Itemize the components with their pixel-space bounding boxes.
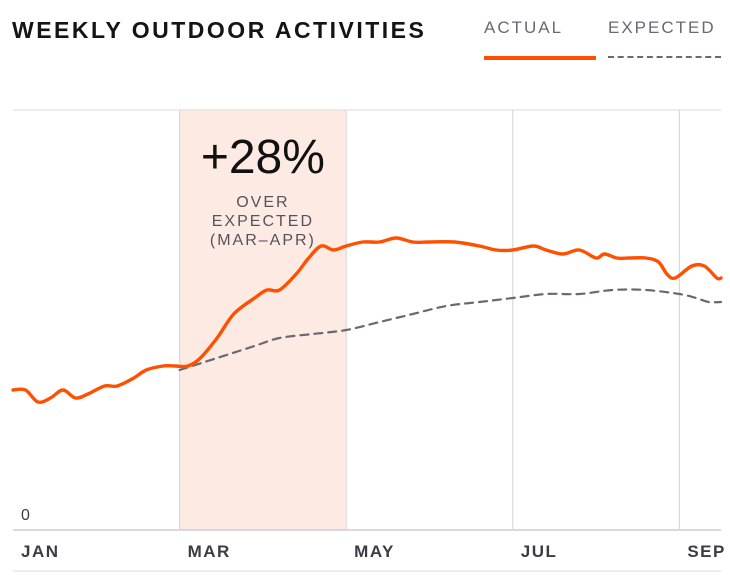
highlight-band <box>179 110 347 530</box>
annotation: +28% OVER EXPECTED (MAR–APR) <box>201 131 325 249</box>
annotation-text-line: EXPECTED <box>212 213 314 230</box>
legend-item-expected: EXPECTED <box>608 18 721 64</box>
x-tick-label: SEP <box>687 542 726 561</box>
annotation-text-line: (MAR–APR) <box>210 232 316 249</box>
annotation-text-line: OVER <box>236 194 289 211</box>
series-line-expected <box>178 288 723 372</box>
x-tick-label: JUL <box>521 542 558 561</box>
x-tick-label: JAN <box>21 542 60 561</box>
legend-swatch-actual <box>484 56 596 60</box>
x-tick-labels: JAN MAR MAY JUL SEP <box>21 542 726 561</box>
x-tick-label: MAR <box>188 542 231 561</box>
legend-label-expected: EXPECTED <box>608 18 716 37</box>
annotation-value: +28% <box>201 131 325 184</box>
legend-swatch-expected <box>608 56 721 58</box>
chart-title: WEEKLY OUTDOOR ACTIVITIES <box>12 17 427 43</box>
legend-item-actual: ACTUAL <box>484 18 596 64</box>
x-tick-label: MAY <box>354 542 395 561</box>
gridlines <box>13 109 721 572</box>
legend-label-actual: ACTUAL <box>484 18 564 37</box>
series-line-actual <box>11 236 723 404</box>
y-tick-label-zero: 0 <box>21 507 30 524</box>
series-layer <box>11 236 723 404</box>
